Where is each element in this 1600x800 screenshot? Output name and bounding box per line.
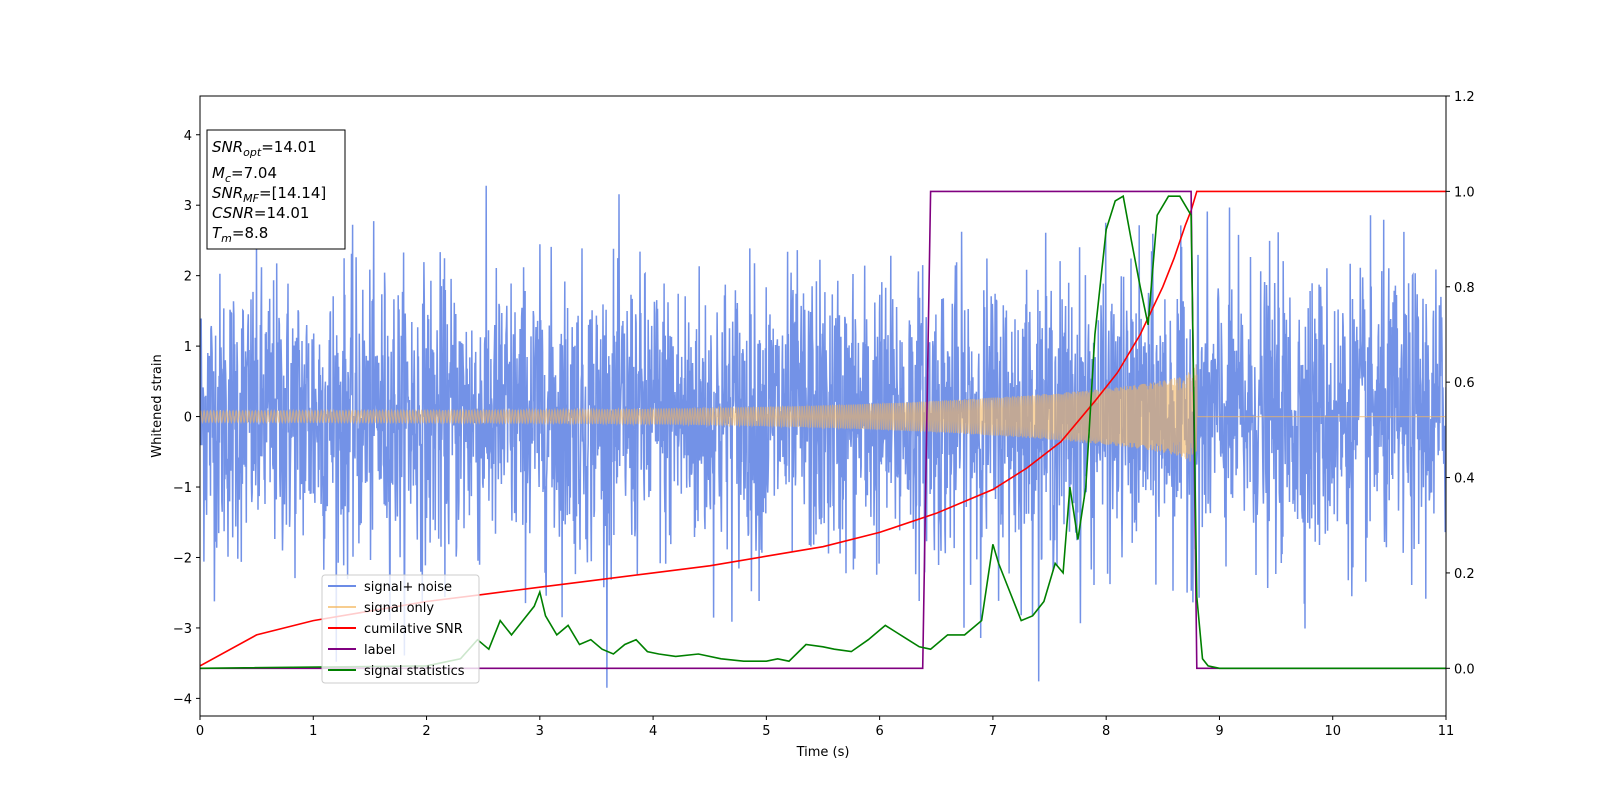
y2-tick-label: 0.0: [1454, 662, 1475, 677]
y2-tick-label: 1.2: [1454, 90, 1475, 105]
x-tick-label: 4: [649, 724, 657, 739]
y-tick-label: −3: [173, 622, 192, 637]
series-signal-noise: [200, 185, 1446, 688]
y2-tick-label: 1.0: [1454, 185, 1475, 200]
x-axis-label: Time (s): [796, 745, 850, 760]
series-signal-only: [200, 364, 1446, 468]
x-axis: 0 1 2 3 4 5 6 7 8 9 10 11: [196, 716, 1454, 739]
x-tick-label: 11: [1438, 724, 1455, 739]
y2-tick-label: 0.4: [1454, 472, 1475, 487]
x-tick-label: 3: [536, 724, 544, 739]
annotation-line: SNRMF=[14.14]: [212, 184, 326, 205]
annotation-box: SNRopt=14.01 Mc=7.04SNRMF=[14.14]CSNR=14.…: [206, 129, 346, 250]
plot-frame: [199, 95, 1447, 717]
annotation-line: Tm=8.8: [212, 224, 268, 245]
series-signal-statistics: [200, 194, 1446, 670]
x-tick-label: 2: [422, 724, 430, 739]
annotation-line: SNRopt=14.01: [212, 138, 317, 159]
legend-frame: [321, 574, 480, 684]
y-tick-label: 3: [184, 199, 192, 214]
y-tick-label: −4: [173, 692, 192, 707]
y-tick-label: 0: [184, 411, 192, 426]
legend-entry: signal only: [364, 601, 434, 616]
x-tick-label: 9: [1215, 724, 1223, 739]
y-axis-label: Whitened strain: [150, 354, 165, 457]
legend-entry: signal statistics: [364, 664, 465, 679]
y-axis-right: 0.0 0.2 0.4 0.6 0.8 1.0 1.2: [1446, 90, 1475, 677]
annotation-frame: [206, 129, 346, 250]
x-tick-label: 8: [1102, 724, 1110, 739]
y2-tick-label: 0.8: [1454, 281, 1475, 296]
legend-entry: signal+ noise: [364, 580, 452, 595]
y2-tick-label: 0.6: [1454, 376, 1475, 391]
x-tick-label: 0: [196, 724, 204, 739]
y-tick-label: −1: [173, 481, 192, 496]
annotation-line: Mc=7.04: [212, 164, 277, 185]
legend-entry: label: [364, 643, 395, 658]
y-axis-left: −4 −3 −2 −1 0 1 2 3 4: [173, 129, 200, 707]
x-tick-label: 1: [309, 724, 317, 739]
y2-tick-label: 0.2: [1454, 567, 1475, 582]
legend-entry: cumilative SNR: [364, 622, 463, 637]
y-tick-label: 1: [184, 340, 192, 355]
x-tick-label: 5: [762, 724, 770, 739]
x-tick-label: 10: [1324, 724, 1341, 739]
x-tick-label: 6: [875, 724, 883, 739]
y-tick-label: −2: [173, 551, 192, 566]
y-tick-label: 2: [184, 270, 192, 285]
annotation-line: CSNR=14.01: [212, 204, 309, 222]
legend: signal+ noise signal only cumilative SNR la…: [321, 574, 480, 684]
x-tick-label: 7: [989, 724, 997, 739]
y-tick-label: 4: [184, 129, 192, 144]
